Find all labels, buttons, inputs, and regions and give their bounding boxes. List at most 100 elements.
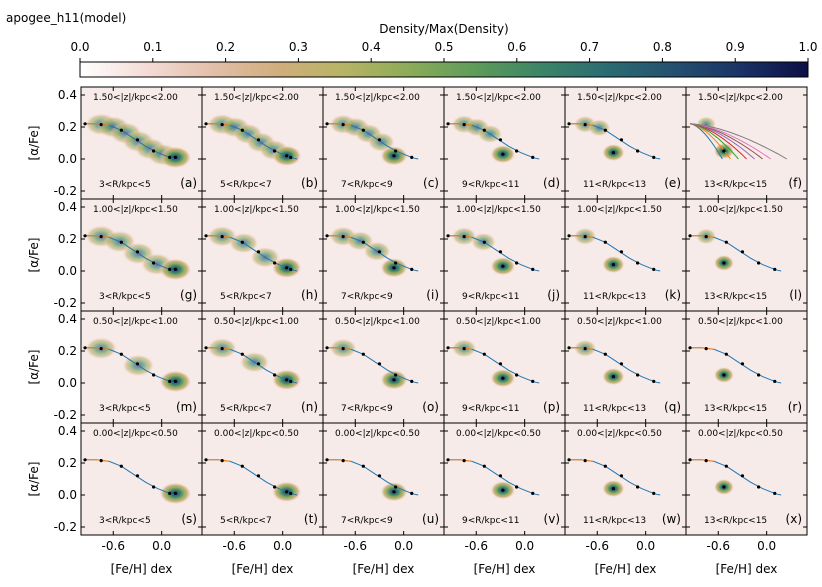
track-marker xyxy=(325,458,329,462)
r-range-label: 11<R/kpc<13 xyxy=(583,292,646,302)
model-track-early xyxy=(206,347,231,350)
colorbar-tick-label: 0.4 xyxy=(362,40,381,54)
track-marker xyxy=(220,235,224,239)
model-track-early xyxy=(327,235,352,238)
panel-letter: (x) xyxy=(786,512,802,526)
track-marker xyxy=(531,267,535,271)
track-marker xyxy=(482,128,486,132)
y-tick-label: 0.4 xyxy=(58,200,77,214)
model-track-early xyxy=(448,347,473,350)
track-marker xyxy=(135,362,140,366)
peak-marker xyxy=(392,378,396,382)
r-range-label: 7<R/kpc<9 xyxy=(341,292,393,302)
colorbar-tick-label: 0.1 xyxy=(143,40,162,54)
panel-letter: (o) xyxy=(422,400,439,414)
track-marker xyxy=(498,250,503,254)
panel-letter: (r) xyxy=(788,400,802,414)
track-marker xyxy=(583,123,587,127)
track-marker xyxy=(724,240,728,244)
r-range-label: 9<R/kpc<11 xyxy=(462,180,519,190)
panel-letter: (v) xyxy=(544,512,560,526)
track-marker xyxy=(152,261,156,265)
model-track-early xyxy=(85,235,110,238)
track-marker xyxy=(168,155,172,159)
panel: 0.00<|z|/kpc<0.50 9<R/kpc<11 (v) -0.6 0.0 xyxy=(443,422,566,553)
y-axis-title: [α/Fe] xyxy=(27,126,41,161)
r-range-label: 5<R/kpc<7 xyxy=(220,292,272,302)
axes-labels: [α/Fe] [α/Fe] [α/Fe] [α/Fe] [Fe/H] dex [Fe/H]… xyxy=(27,126,777,576)
panel: 0.50<|z|/kpc<1.00 9<R/kpc<11 (p) xyxy=(443,310,566,424)
colorbar-tick-label: 0.8 xyxy=(653,40,672,54)
panel: 1.50<|z|/kpc<2.00 7<R/kpc<9 (c) xyxy=(322,86,445,200)
track-marker xyxy=(119,128,123,132)
panel-letter: (a) xyxy=(180,176,197,190)
z-range-label: 1.00<|z|/kpc<1.50 xyxy=(698,205,783,215)
track-marker xyxy=(289,379,293,383)
panel-content xyxy=(567,227,661,274)
x-axis-title: [Fe/H] dex xyxy=(232,562,294,576)
track-marker xyxy=(240,240,244,244)
panel-content xyxy=(204,225,302,279)
x-tick-label: 0.0 xyxy=(394,539,413,553)
panel-content xyxy=(446,339,540,388)
track-marker xyxy=(462,347,466,351)
track-marker xyxy=(619,250,624,254)
track-marker xyxy=(204,234,208,238)
x-tick-label: 0.0 xyxy=(636,539,655,553)
track-marker xyxy=(273,373,277,377)
r-range-label: 13<R/kpc<15 xyxy=(704,404,767,414)
track-marker xyxy=(289,491,293,495)
track-marker xyxy=(498,474,503,478)
track-marker xyxy=(152,373,156,377)
track-marker xyxy=(83,346,87,350)
panel-letter: (m) xyxy=(176,400,197,414)
panel: 1.50<|z|/kpc<2.00 13<R/kpc<15 (f) xyxy=(685,86,808,200)
track-marker xyxy=(361,464,365,468)
peak-marker xyxy=(173,267,177,271)
track-marker xyxy=(462,123,466,127)
track-marker xyxy=(636,373,640,377)
track-marker xyxy=(256,138,261,142)
peak-marker xyxy=(722,261,726,265)
track-marker xyxy=(273,261,277,265)
peak-marker xyxy=(722,373,726,377)
y-axis-title: [α/Fe] xyxy=(27,462,41,497)
track-marker xyxy=(394,149,398,153)
track-marker xyxy=(220,123,224,127)
z-range-label: 0.50<|z|/kpc<1.00 xyxy=(698,317,783,327)
model-track-early xyxy=(206,123,231,126)
panel-content xyxy=(204,337,302,391)
y-tick-label: -0.2 xyxy=(54,408,77,422)
track-marker xyxy=(99,347,103,351)
panel-content xyxy=(689,116,788,160)
track-marker xyxy=(341,347,345,351)
panel-content xyxy=(204,113,302,167)
peak-marker xyxy=(392,154,396,158)
panel-content xyxy=(325,338,419,390)
r-range-label: 11<R/kpc<13 xyxy=(583,404,646,414)
track-marker xyxy=(446,234,450,238)
panel-content xyxy=(688,458,782,496)
z-range-label: 0.00<|z|/kpc<0.50 xyxy=(456,429,541,439)
panel-content xyxy=(446,227,540,276)
track-marker xyxy=(168,267,172,271)
colorbar-tick-label: 0.7 xyxy=(580,40,599,54)
track-marker xyxy=(757,485,761,489)
colorbar-tick-label: 0.6 xyxy=(507,40,526,54)
z-range-label: 0.00<|z|/kpc<0.50 xyxy=(93,429,178,439)
track-marker xyxy=(446,346,450,350)
track-marker xyxy=(204,346,208,350)
panel-content xyxy=(567,458,661,498)
track-marker xyxy=(619,362,624,366)
y-tick-label: 0.0 xyxy=(58,152,77,166)
z-range-label: 1.50<|z|/kpc<2.00 xyxy=(456,93,541,103)
track-marker xyxy=(341,235,345,239)
track-marker xyxy=(482,464,486,468)
y-tick-label: -0.2 xyxy=(54,520,77,534)
x-axis-title: [Fe/H] dex xyxy=(474,562,536,576)
panel-content xyxy=(567,339,661,386)
track-marker xyxy=(583,459,587,463)
track-marker xyxy=(773,267,777,271)
panel-letter: (f) xyxy=(788,176,802,190)
peak-marker xyxy=(285,490,289,494)
